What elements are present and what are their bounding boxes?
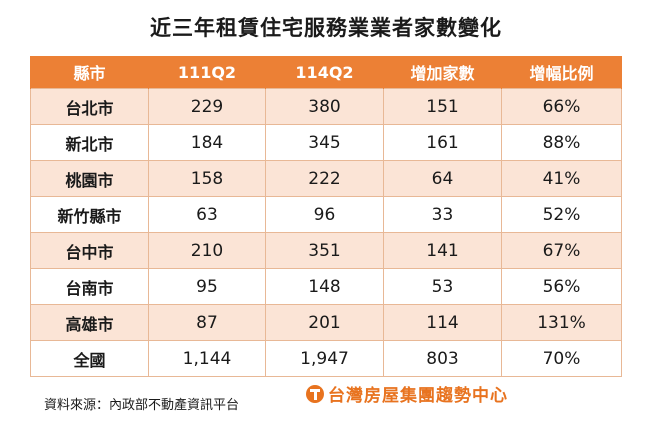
cell-114q2: 201 — [265, 304, 384, 341]
cell-growth: 52% — [501, 196, 622, 233]
table-header-row: 縣市 111Q2 114Q2 增加家數 增幅比例 — [30, 56, 622, 89]
cell-county: 新竹縣市 — [30, 196, 149, 233]
table-row-total: 全國 1,144 1,947 803 70% — [30, 340, 622, 377]
cell-increase: 141 — [383, 232, 502, 269]
cell-increase: 64 — [383, 160, 502, 197]
table-row: 台南市 95 148 53 56% — [30, 268, 622, 305]
cell-111q2: 229 — [148, 88, 266, 125]
cell-growth: 67% — [501, 232, 622, 269]
brand-logo: 台灣房屋集團趨勢中心 — [306, 381, 508, 406]
column-header-111q2: 111Q2 — [148, 56, 266, 89]
cell-increase-highlighted: 161 — [383, 124, 502, 161]
cell-increase: 151 — [383, 88, 502, 125]
table-row: 新北市 184 345 161 88% — [30, 124, 622, 161]
table-row: 新竹縣市 63 96 33 52% — [30, 196, 622, 233]
cell-111q2: 63 — [148, 196, 266, 233]
cell-111q2: 87 — [148, 304, 266, 341]
cell-114q2: 380 — [265, 88, 384, 125]
cell-growth: 88% — [501, 124, 622, 161]
table-row: 台北市 229 380 151 66% — [30, 88, 622, 125]
table-row: 高雄市 87 201 114 131% — [30, 304, 622, 341]
table-row: 台中市 210 351 141 67% — [30, 232, 622, 269]
taiwan-realty-logo-icon — [306, 384, 324, 403]
page-title: 近三年租賃住宅服務業業者家數變化 — [150, 16, 502, 40]
cell-114q2: 1,947 — [265, 340, 384, 377]
cell-111q2: 210 — [148, 232, 266, 269]
column-header-114q2: 114Q2 — [265, 56, 384, 89]
cell-growth: 41% — [501, 160, 622, 197]
cell-growth: 66% — [501, 88, 622, 125]
cell-114q2: 96 — [265, 196, 384, 233]
cell-111q2: 158 — [148, 160, 266, 197]
cell-increase: 803 — [383, 340, 502, 377]
cell-increase: 53 — [383, 268, 502, 305]
cell-county: 桃園市 — [30, 160, 149, 197]
cell-111q2: 95 — [148, 268, 266, 305]
cell-114q2: 351 — [265, 232, 384, 269]
cell-increase: 33 — [383, 196, 502, 233]
data-source-note: 資料來源：內政部不動產資訊平台 — [44, 398, 240, 413]
cell-county: 台南市 — [30, 268, 149, 305]
cell-growth-highlighted: 131% — [501, 304, 622, 341]
cell-114q2: 345 — [265, 124, 384, 161]
cell-111q2: 184 — [148, 124, 266, 161]
cell-county: 高雄市 — [30, 304, 149, 341]
cell-county: 台北市 — [30, 88, 149, 125]
cell-114q2: 148 — [265, 268, 384, 305]
cell-growth: 56% — [501, 268, 622, 305]
column-header-growth: 增幅比例 — [501, 56, 622, 89]
cell-county: 全國 — [30, 340, 149, 377]
cell-111q2: 1,144 — [148, 340, 266, 377]
column-header-increase: 增加家數 — [383, 56, 502, 89]
cell-growth: 70% — [501, 340, 622, 377]
cell-county: 新北市 — [30, 124, 149, 161]
column-header-county: 縣市 — [30, 56, 149, 89]
brand-logo-text: 台灣房屋集團趨勢中心 — [328, 386, 508, 406]
cell-increase: 114 — [383, 304, 502, 341]
cell-114q2: 222 — [265, 160, 384, 197]
table-row: 桃園市 158 222 64 41% — [30, 160, 622, 197]
data-table: 縣市 111Q2 114Q2 增加家數 增幅比例 台北市 229 380 151… — [30, 56, 622, 377]
cell-county: 台中市 — [30, 232, 149, 269]
